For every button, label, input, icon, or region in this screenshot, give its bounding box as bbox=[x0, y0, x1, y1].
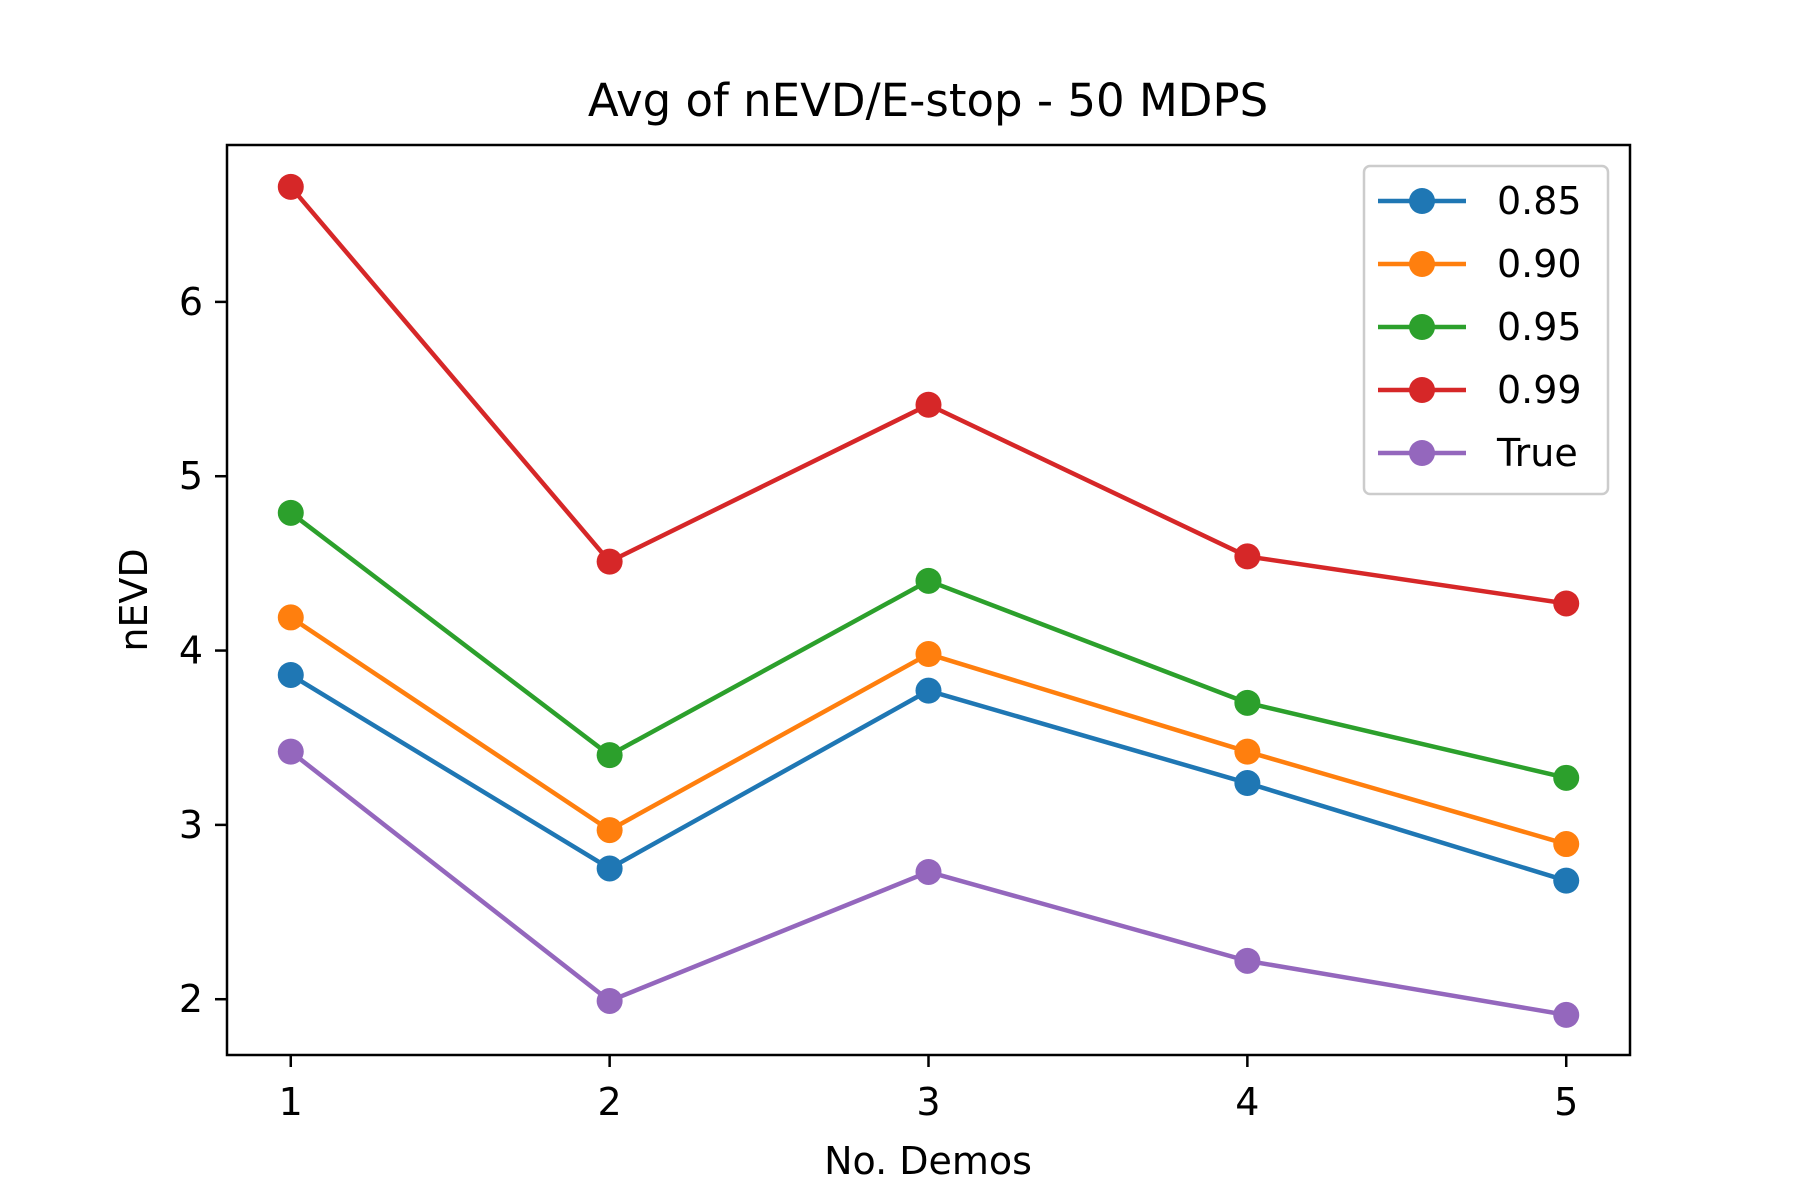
legend-label: 0.85 bbox=[1497, 179, 1582, 223]
data-point bbox=[277, 499, 304, 526]
data-point bbox=[277, 738, 304, 765]
x-tick-label: 1 bbox=[279, 1080, 303, 1124]
data-point bbox=[915, 858, 942, 885]
series-0.90 bbox=[277, 604, 1580, 858]
legend-marker bbox=[1409, 440, 1435, 466]
data-point bbox=[1234, 947, 1261, 974]
series-0.95 bbox=[277, 499, 1580, 791]
x-axis-ticks: 1 2 3 4 5 bbox=[279, 1055, 1578, 1124]
x-tick-label: 2 bbox=[598, 1080, 622, 1124]
data-point bbox=[1234, 543, 1261, 570]
series-layer bbox=[277, 173, 1580, 1028]
legend-box bbox=[1362, 164, 1610, 496]
data-point bbox=[1234, 770, 1261, 797]
data-point bbox=[277, 173, 304, 200]
data-point bbox=[596, 817, 623, 844]
series-True bbox=[277, 738, 1580, 1028]
data-point bbox=[1553, 1001, 1580, 1028]
legend-label: 0.90 bbox=[1497, 242, 1582, 286]
chart-title: Avg of nEVD/E-stop - 50 MDPS bbox=[588, 74, 1268, 127]
data-point bbox=[1234, 689, 1261, 716]
legend-marker bbox=[1409, 251, 1435, 277]
y-axis-ticks: 2 3 4 5 6 bbox=[179, 280, 227, 1021]
legend-item: 0.85 bbox=[1378, 179, 1582, 223]
data-point bbox=[1234, 738, 1261, 765]
legend: 0.85 0.90 0.95 0.99 True bbox=[1362, 164, 1610, 496]
legend-label: True bbox=[1496, 431, 1578, 475]
data-point bbox=[277, 661, 304, 688]
legend-item: 0.90 bbox=[1378, 242, 1582, 286]
series-0.99 bbox=[277, 173, 1580, 617]
legend-item: True bbox=[1378, 431, 1578, 475]
legend-label: 0.99 bbox=[1497, 368, 1582, 412]
y-axis-label: nEVD bbox=[112, 548, 156, 651]
legend-item: 0.95 bbox=[1378, 305, 1582, 349]
y-tick-label: 6 bbox=[179, 280, 203, 324]
x-tick-label: 5 bbox=[1554, 1080, 1578, 1124]
data-point bbox=[596, 987, 623, 1014]
data-point bbox=[915, 641, 942, 668]
x-tick-label: 3 bbox=[916, 1080, 940, 1124]
legend-items: 0.85 0.90 0.95 0.99 True bbox=[1378, 179, 1582, 475]
data-point bbox=[915, 677, 942, 704]
x-tick-label: 4 bbox=[1235, 1080, 1259, 1124]
data-point bbox=[1553, 831, 1580, 858]
legend-marker bbox=[1409, 188, 1435, 214]
legend-marker bbox=[1409, 377, 1435, 403]
series-0.85 bbox=[277, 661, 1580, 894]
data-point bbox=[596, 855, 623, 882]
data-point bbox=[915, 567, 942, 594]
data-point bbox=[915, 391, 942, 418]
data-point bbox=[277, 604, 304, 631]
y-tick-label: 3 bbox=[179, 803, 203, 847]
data-point bbox=[1553, 590, 1580, 617]
y-tick-label: 4 bbox=[179, 629, 203, 673]
data-point bbox=[1553, 867, 1580, 894]
x-axis-label: No. Demos bbox=[824, 1139, 1032, 1183]
legend-item: 0.99 bbox=[1378, 368, 1582, 412]
data-point bbox=[1553, 764, 1580, 791]
legend-marker bbox=[1409, 314, 1435, 340]
data-point bbox=[596, 742, 623, 769]
data-point bbox=[596, 548, 623, 575]
legend-label: 0.95 bbox=[1497, 305, 1582, 349]
y-tick-label: 2 bbox=[179, 977, 203, 1021]
y-tick-label: 5 bbox=[179, 454, 203, 498]
